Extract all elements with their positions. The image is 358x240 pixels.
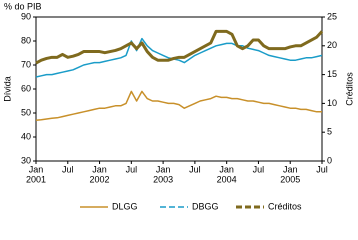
- y2-tick-label: 5: [327, 127, 332, 137]
- x-tick-label: 2003: [153, 174, 173, 184]
- y-tick-label: 40: [21, 131, 31, 141]
- x-tick-label: Jan: [219, 164, 234, 174]
- y2-tick-label: 25: [327, 11, 337, 21]
- series-line: [35, 90, 322, 121]
- y2-tick-label: 20: [327, 40, 337, 50]
- x-tick-label: Jul: [189, 164, 201, 174]
- x-tick-label: Jan: [92, 164, 107, 174]
- y-tick-label: 70: [21, 59, 31, 69]
- x-tick-label: 2004: [217, 174, 237, 184]
- y-tick-label: 60: [21, 83, 31, 93]
- x-tick-label: Jul: [62, 164, 74, 174]
- y2-tick-label: 10: [327, 98, 337, 108]
- legend-label: DLGG: [112, 201, 138, 211]
- legend-label: DBGG: [192, 201, 219, 211]
- y-tick-label: 80: [21, 35, 31, 45]
- y-axis-label: Dívida: [2, 76, 12, 102]
- x-tick-label: Jul: [126, 164, 138, 174]
- page: % do PIB Dívida Créditos 30 40 50 60 70 80 90 0…: [2, 1, 355, 212]
- y2-tick-label: 0: [327, 155, 332, 165]
- x-tick-label: Jul: [253, 164, 265, 174]
- x-tick-label: 2005: [280, 174, 300, 184]
- x-tick-label: Jan: [29, 164, 44, 174]
- y-tick-label: 90: [21, 11, 31, 21]
- x-tick-label: 2001: [26, 174, 46, 184]
- series-line: [35, 37, 323, 78]
- plot-frame: [35, 16, 323, 162]
- chart: % do PIB Dívida Créditos 30 40 50 60 70 80 90 0…: [2, 1, 354, 211]
- y2-axis-label: Créditos: [344, 72, 354, 106]
- y-tick-label: 50: [21, 107, 31, 117]
- y2-tick-label: 15: [327, 69, 337, 79]
- legend-label: Créditos: [268, 201, 302, 211]
- x-tick-label: 2002: [90, 174, 110, 184]
- x-tick-label: Jan: [283, 164, 298, 174]
- x-tick-label: Jul: [316, 164, 328, 174]
- x-tick-label: Jan: [156, 164, 171, 174]
- series-line: [35, 29, 324, 65]
- y-tick-label: 30: [21, 155, 31, 165]
- y-unit-label: % do PIB: [4, 1, 42, 11]
